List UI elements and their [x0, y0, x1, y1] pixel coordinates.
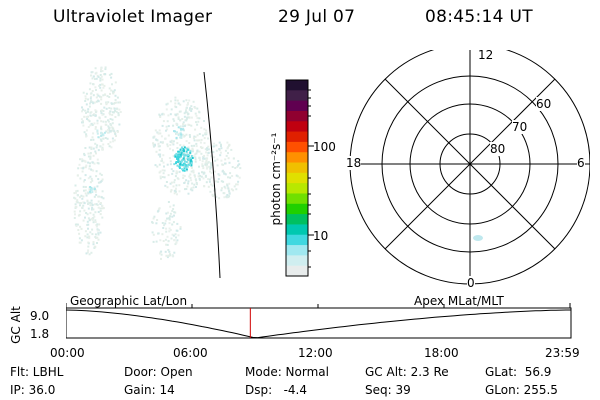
mode-info: Mode: Normal	[245, 365, 329, 379]
polar-emission	[473, 235, 483, 241]
filter-info: Flt: LBHL	[10, 365, 64, 379]
aurora-emission	[73, 66, 242, 260]
lat-label-80: 80	[490, 142, 506, 156]
gc-alt-info: GC Alt: 2.3 Re	[365, 365, 449, 379]
mlt-label-18: 18	[346, 156, 362, 170]
earth-limb	[203, 71, 221, 279]
timeline-ytick-max: 9.0	[30, 309, 50, 323]
glon-info: GLon: 255.5	[485, 383, 558, 397]
orbit-timeline	[66, 303, 572, 339]
glat-info: GLat: 56.9	[485, 365, 552, 379]
timeline-ytick-min: 1.8	[30, 327, 50, 341]
gain-info: Gain: 14	[124, 383, 175, 397]
colorbar-label: photon cm⁻²s⁻¹	[269, 132, 283, 226]
mlt-label-0: 0	[467, 276, 475, 290]
door-info: Door: Open	[124, 365, 193, 379]
mlt-label-6: 6	[577, 156, 585, 170]
mlt-label-12: 12	[478, 48, 494, 62]
colorbar-tick-100: 100	[313, 140, 336, 154]
timeline-ylabel: GC Alt	[9, 306, 23, 344]
xtick-2359: 23:59	[545, 346, 580, 360]
apex-label: Apex MLat/MLT	[414, 294, 504, 308]
lat-label-60: 60	[536, 97, 552, 111]
colorbar	[285, 79, 314, 277]
date-label: 29 Jul 07	[278, 7, 356, 27]
colorbar-tick-10: 10	[313, 229, 329, 243]
geographic-label: Geographic Lat/Lon	[70, 294, 188, 308]
lat-label-70: 70	[512, 120, 528, 134]
altitude-curve	[66, 309, 571, 339]
time-label: 08:45:14 UT	[425, 7, 533, 27]
xtick-0600: 06:00	[173, 346, 208, 360]
instrument-title: Ultraviolet Imager	[53, 7, 213, 27]
xtick-0000: 00:00	[50, 346, 85, 360]
seq-info: Seq: 39	[365, 383, 411, 397]
dsp-info: Dsp: -4.4	[245, 383, 308, 397]
ip-info: IP: 36.0	[10, 383, 56, 397]
xtick-1200: 12:00	[298, 346, 333, 360]
polar-plot	[349, 50, 590, 285]
geographic-image	[73, 66, 242, 279]
xtick-1800: 18:00	[424, 346, 459, 360]
